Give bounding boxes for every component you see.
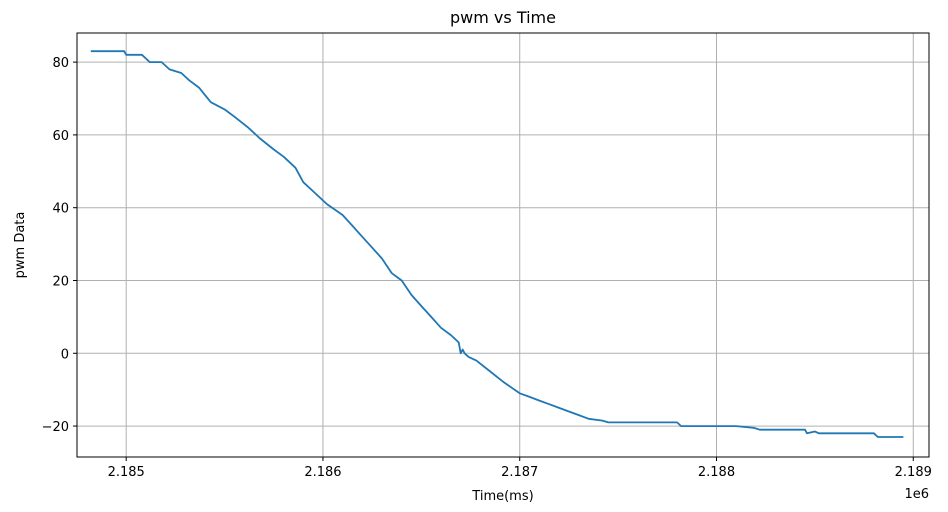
- grid: [77, 33, 929, 457]
- y-axis-label: pwm Data: [13, 212, 28, 279]
- x-tick-label: 2.187: [501, 465, 538, 480]
- chart-title: pwm vs Time: [450, 8, 556, 27]
- y-tick-label: 20: [52, 274, 69, 289]
- y-tick-label: 80: [52, 56, 69, 71]
- x-tick-label: 2.189: [895, 465, 932, 480]
- y-tick-label: −20: [42, 420, 69, 435]
- ticks: 2.185 2.186 2.187 2.188 2.189 −20 0 20 40 60 80: [42, 56, 932, 480]
- x-tick-label: 2.186: [304, 465, 341, 480]
- series-line: [90, 50, 904, 438]
- y-tick-label: 60: [52, 129, 69, 144]
- x-tick-label: 2.185: [108, 465, 145, 480]
- y-tick-label: 40: [52, 202, 69, 217]
- x-offset-label: 1e6: [904, 487, 929, 502]
- x-tick-label: 2.188: [698, 465, 735, 480]
- x-axis-label: Time(ms): [471, 489, 533, 504]
- series-layer: [90, 50, 904, 438]
- y-tick-label: 0: [61, 347, 69, 362]
- plot-frame: [76, 32, 930, 458]
